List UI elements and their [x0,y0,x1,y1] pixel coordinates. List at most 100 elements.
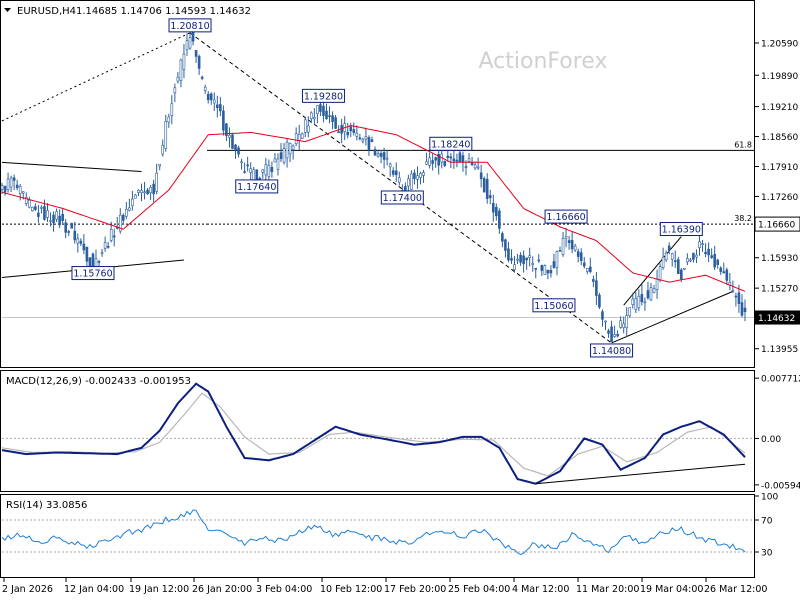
candle-body [649,287,653,301]
candle-body [24,197,28,204]
candle-body [698,241,701,248]
x-axis-label: 25 Feb 04:00 [448,584,510,595]
candle-body [355,132,359,137]
candle [240,158,243,170]
candle-body [194,50,198,57]
candle [519,252,522,266]
candle-body [55,211,58,220]
candle-body [58,215,61,226]
x-axis-label: 12 Jan 04:00 [64,584,124,595]
candle [300,132,304,140]
candle-body [325,110,328,120]
candle [725,267,729,285]
candle-body [3,185,7,193]
candle [146,187,149,195]
price-annotation: 1.16390 [659,222,703,237]
candle [543,264,547,275]
candle [331,111,334,130]
candle-body [106,246,110,248]
candle-body [225,123,228,136]
candle [479,164,483,188]
candle [364,127,368,146]
candle-body [15,184,19,189]
candle-body [634,298,638,310]
candle-body [616,333,619,337]
header-ohlc: 1.14685 1.14706 1.14593 1.14632 [76,6,251,17]
candle-body [731,290,735,292]
annotation-label: 1.16390 [662,225,701,236]
annotation-box [380,190,424,205]
x-axis-label: 19 Jan 12:00 [129,584,189,595]
candle [206,90,210,104]
candle-body [46,210,49,218]
candle [504,238,507,258]
candle-body [461,155,465,163]
candle-body [570,239,574,250]
candle [100,248,104,257]
candle-body [394,170,398,176]
candle [0,182,4,194]
annotation-box [429,136,473,151]
candle [291,144,295,160]
candle-body [294,133,298,144]
candle [610,320,613,343]
candle-body [316,105,319,114]
price-trendline [1,32,191,122]
candle [722,262,726,274]
candle-body [137,189,140,193]
candle-body [713,253,716,268]
candle [473,161,477,171]
candle [55,208,58,223]
candle [231,132,234,150]
candle-body [561,238,565,255]
x-axis-label: 2 Jan 2026 [2,584,53,595]
candle-body [61,213,64,221]
candle [134,193,137,199]
candle-body [491,202,495,213]
candle-body [376,153,380,157]
candle [3,185,7,196]
candle [249,162,252,183]
candle-body [534,268,538,270]
candle [294,127,298,147]
price-axis-label: 1.19890 [761,72,798,82]
price-axis-label: 1.18560 [761,133,798,143]
candle-body [112,235,116,238]
candle [655,269,659,299]
candle [616,330,619,338]
candle [573,243,577,252]
candle-body [725,269,729,281]
candle [501,231,504,248]
candle-body [179,59,183,81]
candle [537,254,541,263]
candle [713,245,716,271]
candle-body [586,268,589,272]
candle [394,162,398,182]
candle-body [558,250,562,252]
candle-body [410,173,413,190]
candle-body [655,278,659,290]
x-axis-label: 26 Jan 20:00 [192,584,252,595]
candle [555,250,559,276]
candle-body [288,143,292,155]
candle [507,241,510,263]
candle [216,95,219,118]
candle-body [212,99,216,104]
candle [425,152,428,165]
candle [176,72,180,84]
candle-body [646,290,650,299]
candle [495,203,498,221]
candle-body [12,177,16,181]
candle-body [552,261,556,268]
candle [112,228,116,247]
candle [337,125,340,134]
x-axis-label: 11 Mar 20:00 [576,584,639,595]
candle [743,299,747,322]
candle [209,92,213,105]
candle-body [519,254,522,263]
candle-body [152,183,155,195]
candle [598,292,601,309]
rsi-label: RSI(14) 33.0856 [6,500,87,511]
candle [52,211,55,232]
candle-body [164,121,168,149]
